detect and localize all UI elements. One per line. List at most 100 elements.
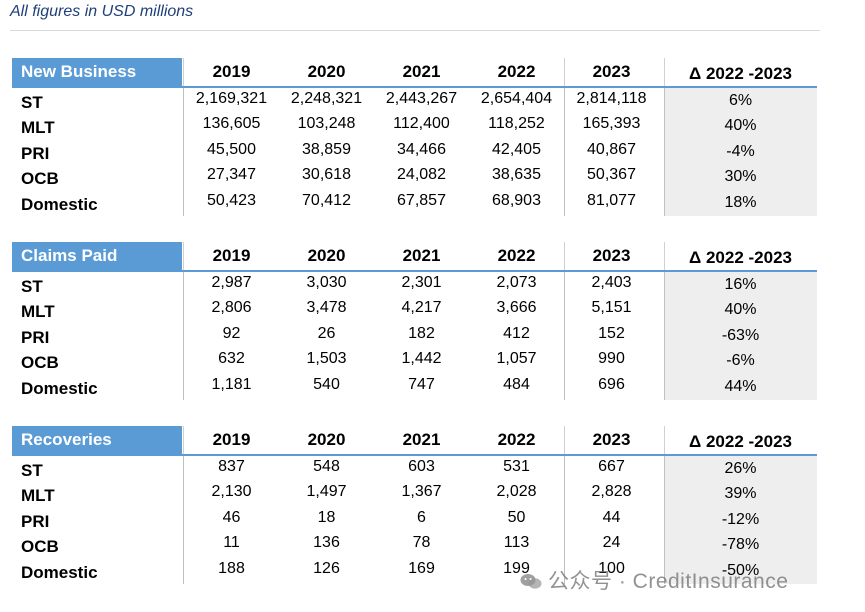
table-cell: 18: [317, 509, 336, 526]
header-underline: [12, 270, 817, 272]
table-cell: 199: [503, 560, 530, 577]
table-cell: 2,443,267: [385, 90, 458, 107]
table-cell: 412: [503, 325, 530, 342]
table-cell: 44: [602, 509, 621, 526]
table-cell: 484: [503, 376, 530, 393]
year-header: 2023: [592, 62, 631, 81]
table-cell: 27,347: [207, 166, 256, 183]
row-label: ST: [21, 461, 43, 480]
column-separator: [664, 456, 665, 584]
table-cell: 747: [408, 376, 435, 393]
table-cell: 11: [223, 534, 240, 551]
column-separator: [564, 242, 565, 270]
table-cell: 136: [313, 534, 340, 551]
row-label: MLT: [21, 486, 55, 505]
units-note: All figures in USD millions: [10, 3, 194, 20]
year-header: 2020: [307, 246, 346, 265]
row-label: MLT: [21, 118, 55, 137]
column-separator: [664, 426, 665, 454]
table-cell: 40,867: [587, 141, 636, 158]
table-cell: 2,814,118: [576, 90, 647, 107]
column-separator: [664, 58, 665, 86]
table-cell: 1,181: [211, 376, 252, 393]
table-cell: 24: [602, 534, 621, 551]
table-cell: 696: [598, 376, 625, 393]
delta-column-background: [664, 456, 817, 584]
column-separator: [183, 456, 184, 584]
year-header: 2022: [497, 430, 536, 449]
table-cell: 2,028: [496, 483, 537, 500]
table-cell: 38,859: [302, 141, 351, 158]
table-cell: 3,666: [496, 299, 537, 316]
table-title: New Business: [12, 58, 182, 86]
row-label: MLT: [21, 302, 55, 321]
year-header: 2019: [212, 246, 251, 265]
table-cell: 1,057: [496, 350, 537, 367]
table-cell: 68,903: [492, 192, 541, 209]
row-label: ST: [21, 93, 43, 112]
table-cell: 531: [503, 458, 530, 475]
delta-cell: -12%: [721, 511, 760, 528]
column-separator: [183, 58, 184, 86]
year-header: 2021: [402, 62, 441, 81]
year-header: 2022: [497, 62, 536, 81]
year-header: 2021: [402, 246, 441, 265]
table-cell: 136,605: [202, 115, 261, 132]
table-cell: 540: [313, 376, 340, 393]
table-cell: 2,828: [591, 483, 632, 500]
delta-cell: 26%: [724, 460, 757, 477]
table-cell: 6: [417, 509, 426, 526]
delta-cell: -50%: [721, 562, 760, 579]
table-cell: 152: [598, 325, 625, 342]
delta-cell: 16%: [724, 276, 757, 293]
column-separator: [664, 272, 665, 400]
delta-cell: 30%: [724, 168, 757, 185]
year-header: 2023: [592, 430, 631, 449]
table-cell: 50,423: [207, 192, 256, 209]
column-separator: [183, 426, 184, 454]
table-cell: 165,393: [582, 115, 641, 132]
delta-cell: -63%: [721, 327, 760, 344]
table-cell: 81,077: [587, 192, 636, 209]
delta-cell: 40%: [724, 301, 757, 318]
table-cell: 837: [218, 458, 245, 475]
table-cell: 70,412: [302, 192, 351, 209]
table-cell: 632: [218, 350, 245, 367]
table-cell: 3,478: [306, 299, 347, 316]
table-cell: 34,466: [397, 141, 446, 158]
table-cell: 78: [412, 534, 431, 551]
year-header: 2020: [307, 430, 346, 449]
header-underline: [12, 86, 817, 88]
table-cell: 42,405: [492, 141, 541, 158]
table-cell: 118,252: [488, 115, 545, 132]
table-section: Recoveries 2019 2020 2021 2022 2023 Δ 2022 -20…: [12, 426, 820, 586]
wechat-icon: [520, 574, 542, 589]
column-separator: [183, 272, 184, 400]
header-underline: [12, 454, 817, 456]
table-cell: 1,503: [306, 350, 347, 367]
delta-column-background: [664, 88, 817, 216]
table-cell: 2,806: [211, 299, 252, 316]
table-cell: 188: [218, 560, 245, 577]
table-cell: 1,497: [306, 483, 347, 500]
table-cell: 30,618: [302, 166, 351, 183]
table-cell: 46: [222, 509, 241, 526]
delta-cell: 40%: [724, 117, 757, 134]
row-label: PRI: [21, 328, 50, 347]
row-label: Domestic: [21, 379, 98, 398]
table-cell: 2,248,321: [290, 90, 363, 107]
table-cell: 667: [598, 458, 625, 475]
column-separator: [664, 242, 665, 270]
delta-column-background: [664, 272, 817, 400]
table-cell: 169: [408, 560, 435, 577]
year-header: 2023: [592, 246, 631, 265]
column-separator: [183, 88, 184, 216]
delta-cell: -4%: [726, 143, 755, 160]
delta-cell: 39%: [724, 485, 757, 502]
table-cell: 2,403: [591, 274, 632, 291]
year-header: 2022: [497, 246, 536, 265]
delta-cell: 6%: [728, 92, 753, 109]
divider: [10, 30, 820, 31]
table-cell: 24,082: [397, 166, 446, 183]
table-cell: 112,400: [393, 115, 450, 132]
